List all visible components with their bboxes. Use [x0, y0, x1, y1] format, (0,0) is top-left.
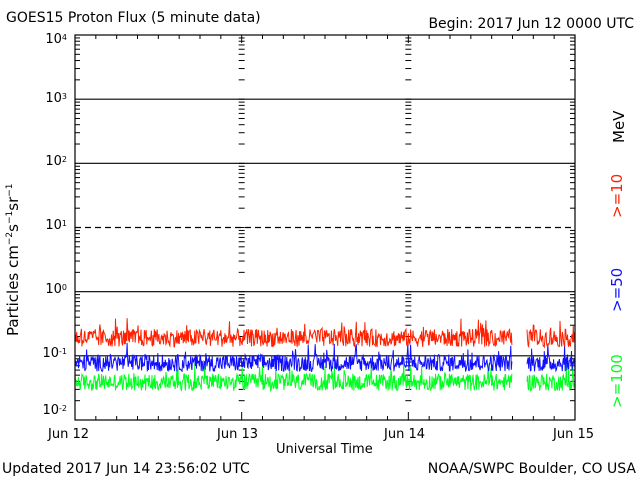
x-tick-label: Jun 12 [48, 427, 89, 442]
y-tick-label: 103 [45, 91, 67, 106]
credit-text: NOAA/SWPC Boulder, CO USA [427, 461, 636, 477]
y-tick-label: 10-2 [42, 403, 67, 418]
series-line-50 [74, 342, 576, 373]
legend-series-50: >=50 [608, 267, 626, 312]
legend-unit-label: MeV [610, 110, 628, 143]
x-tick-label: Jun 13 [217, 427, 258, 442]
y-axis-title: Particles cm−2s−1sr−1 [4, 183, 22, 336]
series-line-100 [74, 362, 576, 393]
plot-frame [74, 34, 576, 421]
legend-series-100: >=100 [608, 354, 626, 408]
series-line-10 [74, 318, 576, 349]
y-tick-label: 102 [45, 154, 67, 169]
x-axis-title: Universal Time [276, 442, 373, 457]
y-tick-label: 100 [45, 282, 67, 297]
y-tick-label: 104 [45, 32, 67, 47]
y-tick-label: 101 [45, 218, 67, 233]
begin-time: Begin: 2017 Jun 12 0000 UTC [428, 16, 634, 32]
legend-series-10: >=10 [608, 173, 626, 218]
updated-timestamp: Updated 2017 Jun 14 23:56:02 UTC [2, 461, 250, 477]
x-tick-label: Jun 14 [384, 427, 425, 442]
chart-title: GOES15 Proton Flux (5 minute data) [6, 10, 261, 26]
x-tick-label: Jun 15 [553, 427, 594, 442]
y-tick-label: 10-1 [42, 346, 67, 361]
